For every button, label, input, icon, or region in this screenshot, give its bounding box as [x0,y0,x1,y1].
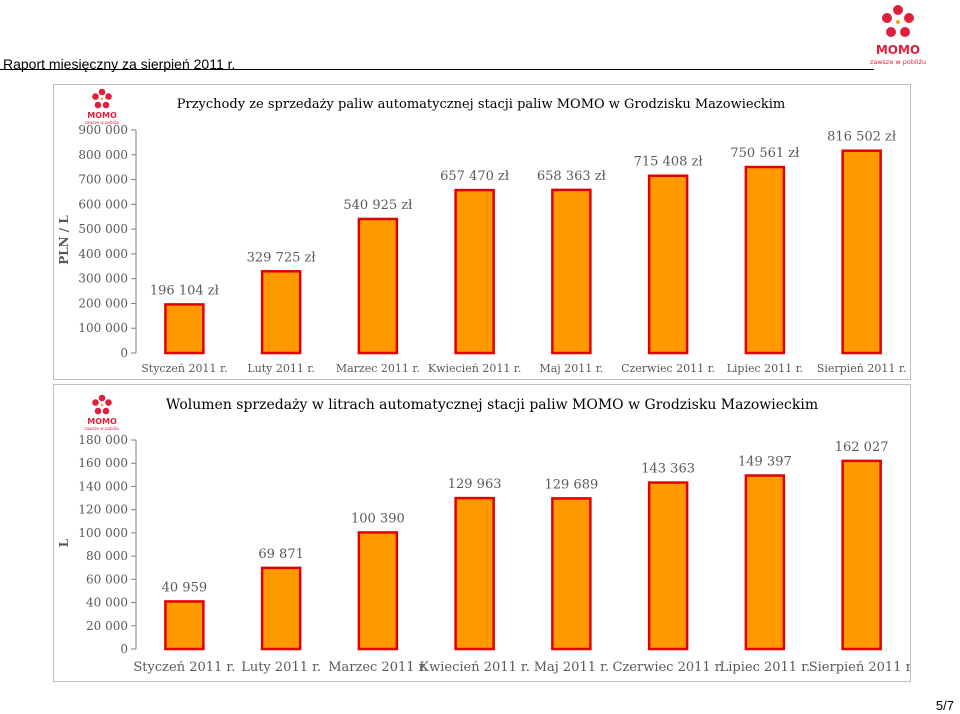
data-label: 149 397 [738,455,792,470]
y-tick-label: 200 000 [78,296,128,310]
y-tick-label: 100 000 [78,321,128,335]
bar [841,459,882,651]
data-label: 69 871 [258,547,304,562]
bar [260,270,302,355]
x-tick-label: Maj 2011 r. [534,660,609,675]
data-label: 329 725 zł [247,250,317,265]
x-tick-label: Styczeń 2011 r. [141,362,227,375]
x-tick-label: Styczeń 2011 r. [133,660,235,675]
y-tick-label: 160 000 [78,456,128,470]
y-tick-label: 800 000 [78,148,128,162]
y-axis-label: L [57,538,71,547]
y-tick-label: 0 [120,346,128,360]
data-label: 100 390 [351,511,405,526]
flower-icon [882,5,914,37]
x-tick-label: Kwiecień 2011 r. [419,660,529,675]
data-label: 40 959 [162,580,208,595]
page-number: 5/7 [935,698,954,713]
bar [841,149,882,355]
x-tick-label: Maj 2011 r. [539,362,603,375]
data-label: 162 027 [835,440,889,455]
y-tick-label: 140 000 [78,479,128,493]
y-tick-label: 300 000 [78,272,128,286]
data-label: 658 363 zł [537,169,607,184]
chart-logo-tagline: zawsze w pobliżu [85,120,120,125]
x-tick-label: Lipiec 2011 r. [727,362,804,375]
y-tick-label: 100 000 [78,526,128,540]
x-tick-label: Sierpień 2011 r. [817,362,907,375]
data-label: 750 561 zł [730,146,800,161]
bar [551,497,592,651]
bar [454,496,495,651]
bar [260,566,302,651]
y-tick-label: 900 000 [78,123,128,137]
chart-title: Przychody ze sprzedaży paliw automatyczn… [177,97,785,112]
bar [357,217,399,355]
y-tick-label: 180 000 [78,433,128,447]
y-tick-label: 20 000 [86,619,128,633]
x-tick-label: Sierpień 2011 r. [809,660,910,675]
logo-brand-text: MOMO [876,43,920,57]
chart-title: Wolumen sprzedaży w litrach automatyczne… [166,397,818,413]
bar [164,600,205,651]
bar [454,188,495,355]
data-label: 129 689 [544,477,598,492]
bar [744,165,786,355]
x-tick-label: Kwiecień 2011 r. [428,362,521,375]
data-label: 129 963 [448,477,502,492]
data-label: 657 470 zł [440,169,510,184]
x-tick-label: Czerwiec 2011 r. [621,362,715,375]
y-tick-label: 600 000 [78,197,128,211]
header-divider [0,69,874,70]
x-tick-label: Luty 2011 r. [241,660,321,675]
momo-logo: MOMO zawsze w pobliżu [870,5,926,66]
chart-logo-brand: MOMO [87,417,117,426]
chart-logo-brand: MOMO [87,111,117,120]
bar [647,174,689,355]
y-tick-label: 0 [120,642,128,656]
logo-tagline-text: zawsze w pobliżu [870,58,926,66]
volume-chart-panel: MOMO zawsze w pobliżu Wolumen sprzedaży w … [53,384,911,682]
y-tick-label: 80 000 [86,549,128,563]
bar [164,303,205,355]
x-tick-label: Czerwiec 2011 r. [613,660,724,675]
y-tick-label: 500 000 [78,222,128,236]
y-axis-label: PLN / L [57,215,71,265]
data-label: 143 363 [641,462,695,477]
report-title: Raport miesięczny za sierpień 2011 r. [3,56,236,72]
y-tick-label: 120 000 [78,503,128,517]
y-tick-label: 400 000 [78,247,128,261]
bar [357,531,399,651]
x-tick-label: Lipiec 2011 r. [720,660,811,675]
x-tick-label: Marzec 2011 r. [336,362,420,375]
data-label: 816 502 zł [827,130,897,145]
chart-logo-tagline: zawsze w pobliżu [85,426,120,431]
bar [647,481,689,651]
data-label: 715 408 zł [634,155,704,170]
x-tick-label: Marzec 2011 r. [328,660,427,675]
y-tick-label: 60 000 [86,572,128,586]
y-tick-label: 700 000 [78,173,128,187]
data-label: 540 925 zł [343,198,413,213]
x-tick-label: Luty 2011 r. [247,362,315,375]
y-tick-label: 40 000 [86,596,128,610]
bar [744,474,786,651]
bar [551,188,592,355]
revenue-chart-panel: MOMO zawsze w pobliżu Przychody ze sprzeda… [53,84,911,380]
data-label: 196 104 zł [150,283,220,298]
